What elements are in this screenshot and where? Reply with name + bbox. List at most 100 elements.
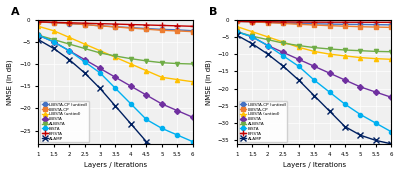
BFISTA xyxy=(296,21,301,23)
ALAMP xyxy=(190,167,195,169)
BISTA xyxy=(82,61,87,63)
LBISTA (untied) xyxy=(281,41,286,43)
Line: LBISTA (untied): LBISTA (untied) xyxy=(235,25,393,61)
ALBISTA xyxy=(36,34,41,36)
Line: ALAMP: ALAMP xyxy=(36,37,196,171)
Y-axis label: NMSE (in dB): NMSE (in dB) xyxy=(7,59,14,105)
LBISTA (untied) xyxy=(234,26,239,28)
Line: LBISTA: LBISTA xyxy=(36,33,195,119)
BFISTA xyxy=(265,21,270,23)
BISTA xyxy=(113,87,118,89)
ALAMP xyxy=(265,53,270,55)
LBISTA xyxy=(144,94,149,96)
LBISTA xyxy=(67,50,72,52)
BISTA xyxy=(190,141,195,143)
BISTA xyxy=(296,65,301,67)
ALAMP xyxy=(358,134,363,136)
ALAMP xyxy=(175,158,180,160)
LBISTA (untied) xyxy=(98,50,102,52)
Line: BISTA: BISTA xyxy=(36,33,195,144)
Legend: LBISTA-CP (untied), LBISTA-CP, LBISTA (untied), LBISTA, ALBISTA, BISTA, BFISTA, : LBISTA-CP (untied), LBISTA-CP, LBISTA (u… xyxy=(40,102,88,142)
Y-axis label: NMSE (in dB): NMSE (in dB) xyxy=(206,59,212,105)
LBISTA-CP xyxy=(374,26,378,28)
LBISTA-CP (untied) xyxy=(296,22,301,25)
LBISTA xyxy=(358,86,363,88)
LBISTA xyxy=(374,91,378,93)
LBISTA (untied) xyxy=(389,58,394,60)
BFISTA xyxy=(281,21,286,23)
LBISTA-CP xyxy=(67,22,72,25)
LBISTA-CP xyxy=(281,22,286,25)
BFISTA xyxy=(67,22,72,24)
LBISTA-CP xyxy=(389,26,394,29)
LBISTA xyxy=(175,110,180,112)
LBISTA (untied) xyxy=(374,58,378,60)
LBISTA-CP xyxy=(327,25,332,27)
BFISTA xyxy=(374,21,378,23)
BISTA xyxy=(144,118,149,121)
BFISTA xyxy=(190,25,195,27)
LBISTA xyxy=(98,67,102,69)
LBISTA (untied) xyxy=(312,50,316,52)
ALBISTA xyxy=(374,50,378,52)
ALBISTA xyxy=(265,39,270,41)
LBISTA (untied) xyxy=(51,30,56,32)
LBISTA xyxy=(342,79,347,81)
LBISTA-CP (untied) xyxy=(36,21,41,23)
ALAMP xyxy=(281,65,286,67)
LBISTA (untied) xyxy=(358,57,363,59)
Line: LBISTA-CP (untied): LBISTA-CP (untied) xyxy=(36,20,195,33)
LBISTA-CP (untied) xyxy=(113,26,118,28)
Line: ALBISTA: ALBISTA xyxy=(36,33,195,66)
LBISTA-CP (untied) xyxy=(342,23,347,25)
Line: LBISTA (untied): LBISTA (untied) xyxy=(36,24,195,84)
BISTA xyxy=(250,36,255,38)
LBISTA-CP xyxy=(250,21,255,23)
BISTA xyxy=(342,103,347,105)
LBISTA xyxy=(327,72,332,74)
ALBISTA xyxy=(160,62,164,64)
ALBISTA xyxy=(144,60,149,62)
LBISTA (untied) xyxy=(250,31,255,33)
ALAMP xyxy=(36,38,41,41)
LBISTA xyxy=(160,103,164,105)
ALBISTA xyxy=(312,47,316,49)
BISTA xyxy=(36,34,41,36)
BFISTA xyxy=(36,21,41,23)
BFISTA xyxy=(160,24,164,26)
ALBISTA xyxy=(358,50,363,52)
ALAMP xyxy=(234,34,239,36)
LBISTA-CP (untied) xyxy=(67,23,72,25)
BISTA xyxy=(160,127,164,129)
ALAMP xyxy=(374,139,378,141)
BFISTA xyxy=(82,22,87,24)
ALBISTA xyxy=(342,49,347,51)
BFISTA xyxy=(128,23,133,26)
LBISTA-CP xyxy=(296,23,301,25)
BFISTA xyxy=(327,21,332,23)
ALAMP xyxy=(98,87,102,89)
LBISTA (untied) xyxy=(67,36,72,38)
LBISTA-CP xyxy=(312,24,316,26)
Legend: LBISTA-CP (untied), LBISTA-CP, LBISTA (untied), LBISTA, ALBISTA, BISTA, BFISTA, : LBISTA-CP (untied), LBISTA-CP, LBISTA (u… xyxy=(239,102,287,142)
Line: ALBISTA: ALBISTA xyxy=(235,30,393,54)
ALAMP xyxy=(67,58,72,61)
LBISTA xyxy=(82,58,87,61)
BISTA xyxy=(327,91,332,93)
BISTA xyxy=(175,134,180,136)
LBISTA-CP (untied) xyxy=(250,21,255,23)
LBISTA-CP (untied) xyxy=(389,24,394,26)
LBISTA-CP (untied) xyxy=(265,21,270,23)
LBISTA xyxy=(296,58,301,60)
BISTA xyxy=(374,122,378,124)
BISTA xyxy=(128,103,133,105)
LBISTA-CP xyxy=(160,29,164,31)
ALBISTA xyxy=(98,52,102,54)
ALBISTA xyxy=(128,58,133,60)
BFISTA xyxy=(234,20,239,22)
ALBISTA xyxy=(67,43,72,45)
BFISTA xyxy=(98,23,102,25)
LBISTA-CP xyxy=(190,31,195,33)
BFISTA xyxy=(113,23,118,25)
ALAMP xyxy=(113,105,118,107)
